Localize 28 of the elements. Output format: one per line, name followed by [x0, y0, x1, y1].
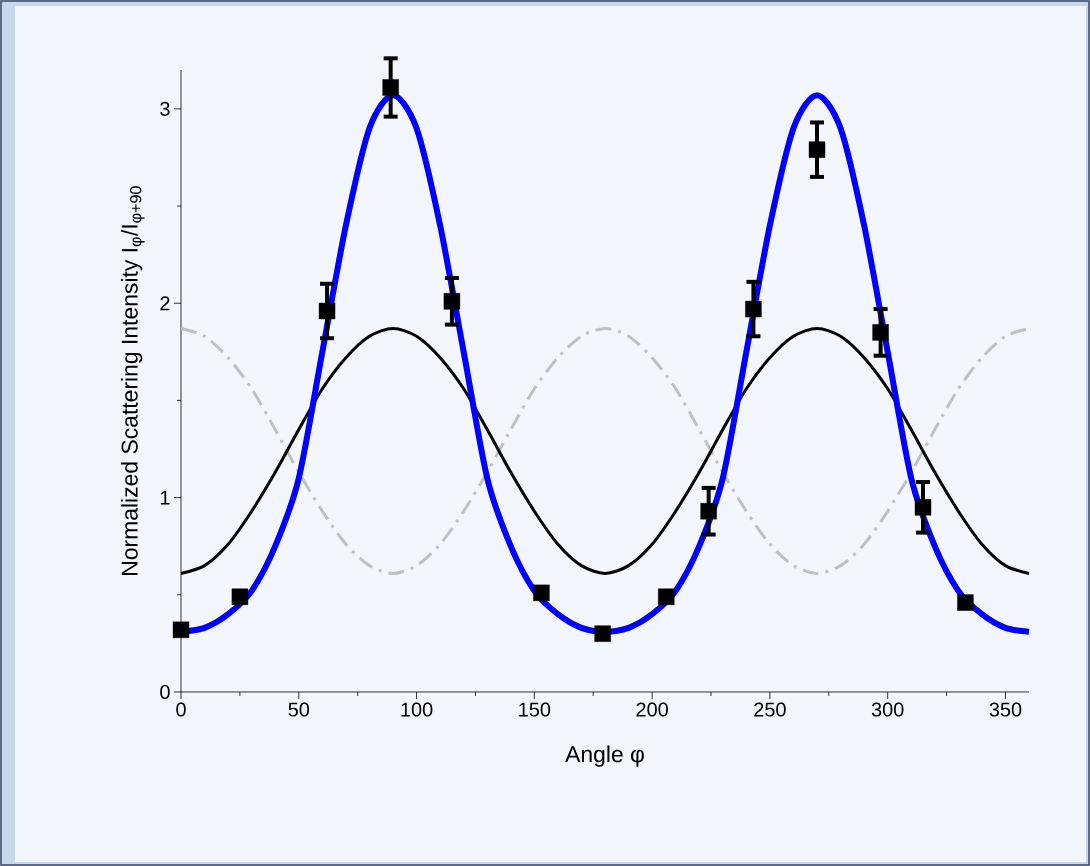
- x-tick-label: 50: [288, 702, 310, 717]
- point: [533, 584, 550, 602]
- point: [318, 302, 336, 320]
- x-tick-label: 250: [754, 702, 786, 717]
- point: [872, 324, 889, 341]
- point: [172, 621, 190, 638]
- point: [914, 499, 932, 516]
- point: [745, 300, 762, 318]
- x-tick-label: 100: [401, 702, 433, 717]
- x-tick-label: 300: [871, 702, 904, 717]
- point: [700, 503, 717, 520]
- point: [231, 588, 249, 605]
- y-tick-label: 0: [160, 684, 170, 700]
- y-tick-label: 3: [160, 101, 170, 116]
- point: [382, 79, 399, 96]
- point: [594, 625, 611, 642]
- x-tick-label: 0: [176, 702, 186, 717]
- y-tick-label: 1: [160, 490, 170, 505]
- y-axis-title: Normalized Scattering Intensity I$_{φ}$/I$_{φ+90}$: [120, 186, 145, 575]
- point: [808, 141, 826, 158]
- y-tick-label: 2: [160, 296, 170, 311]
- x-axis-title: Angle φ: [565, 745, 644, 767]
- x-tick-label: 200: [636, 702, 668, 717]
- point: [443, 293, 461, 310]
- point: [658, 588, 675, 605]
- x-tick-label: 150: [519, 702, 551, 717]
- x-tick-label: 350: [989, 702, 1022, 717]
- point: [957, 594, 974, 611]
